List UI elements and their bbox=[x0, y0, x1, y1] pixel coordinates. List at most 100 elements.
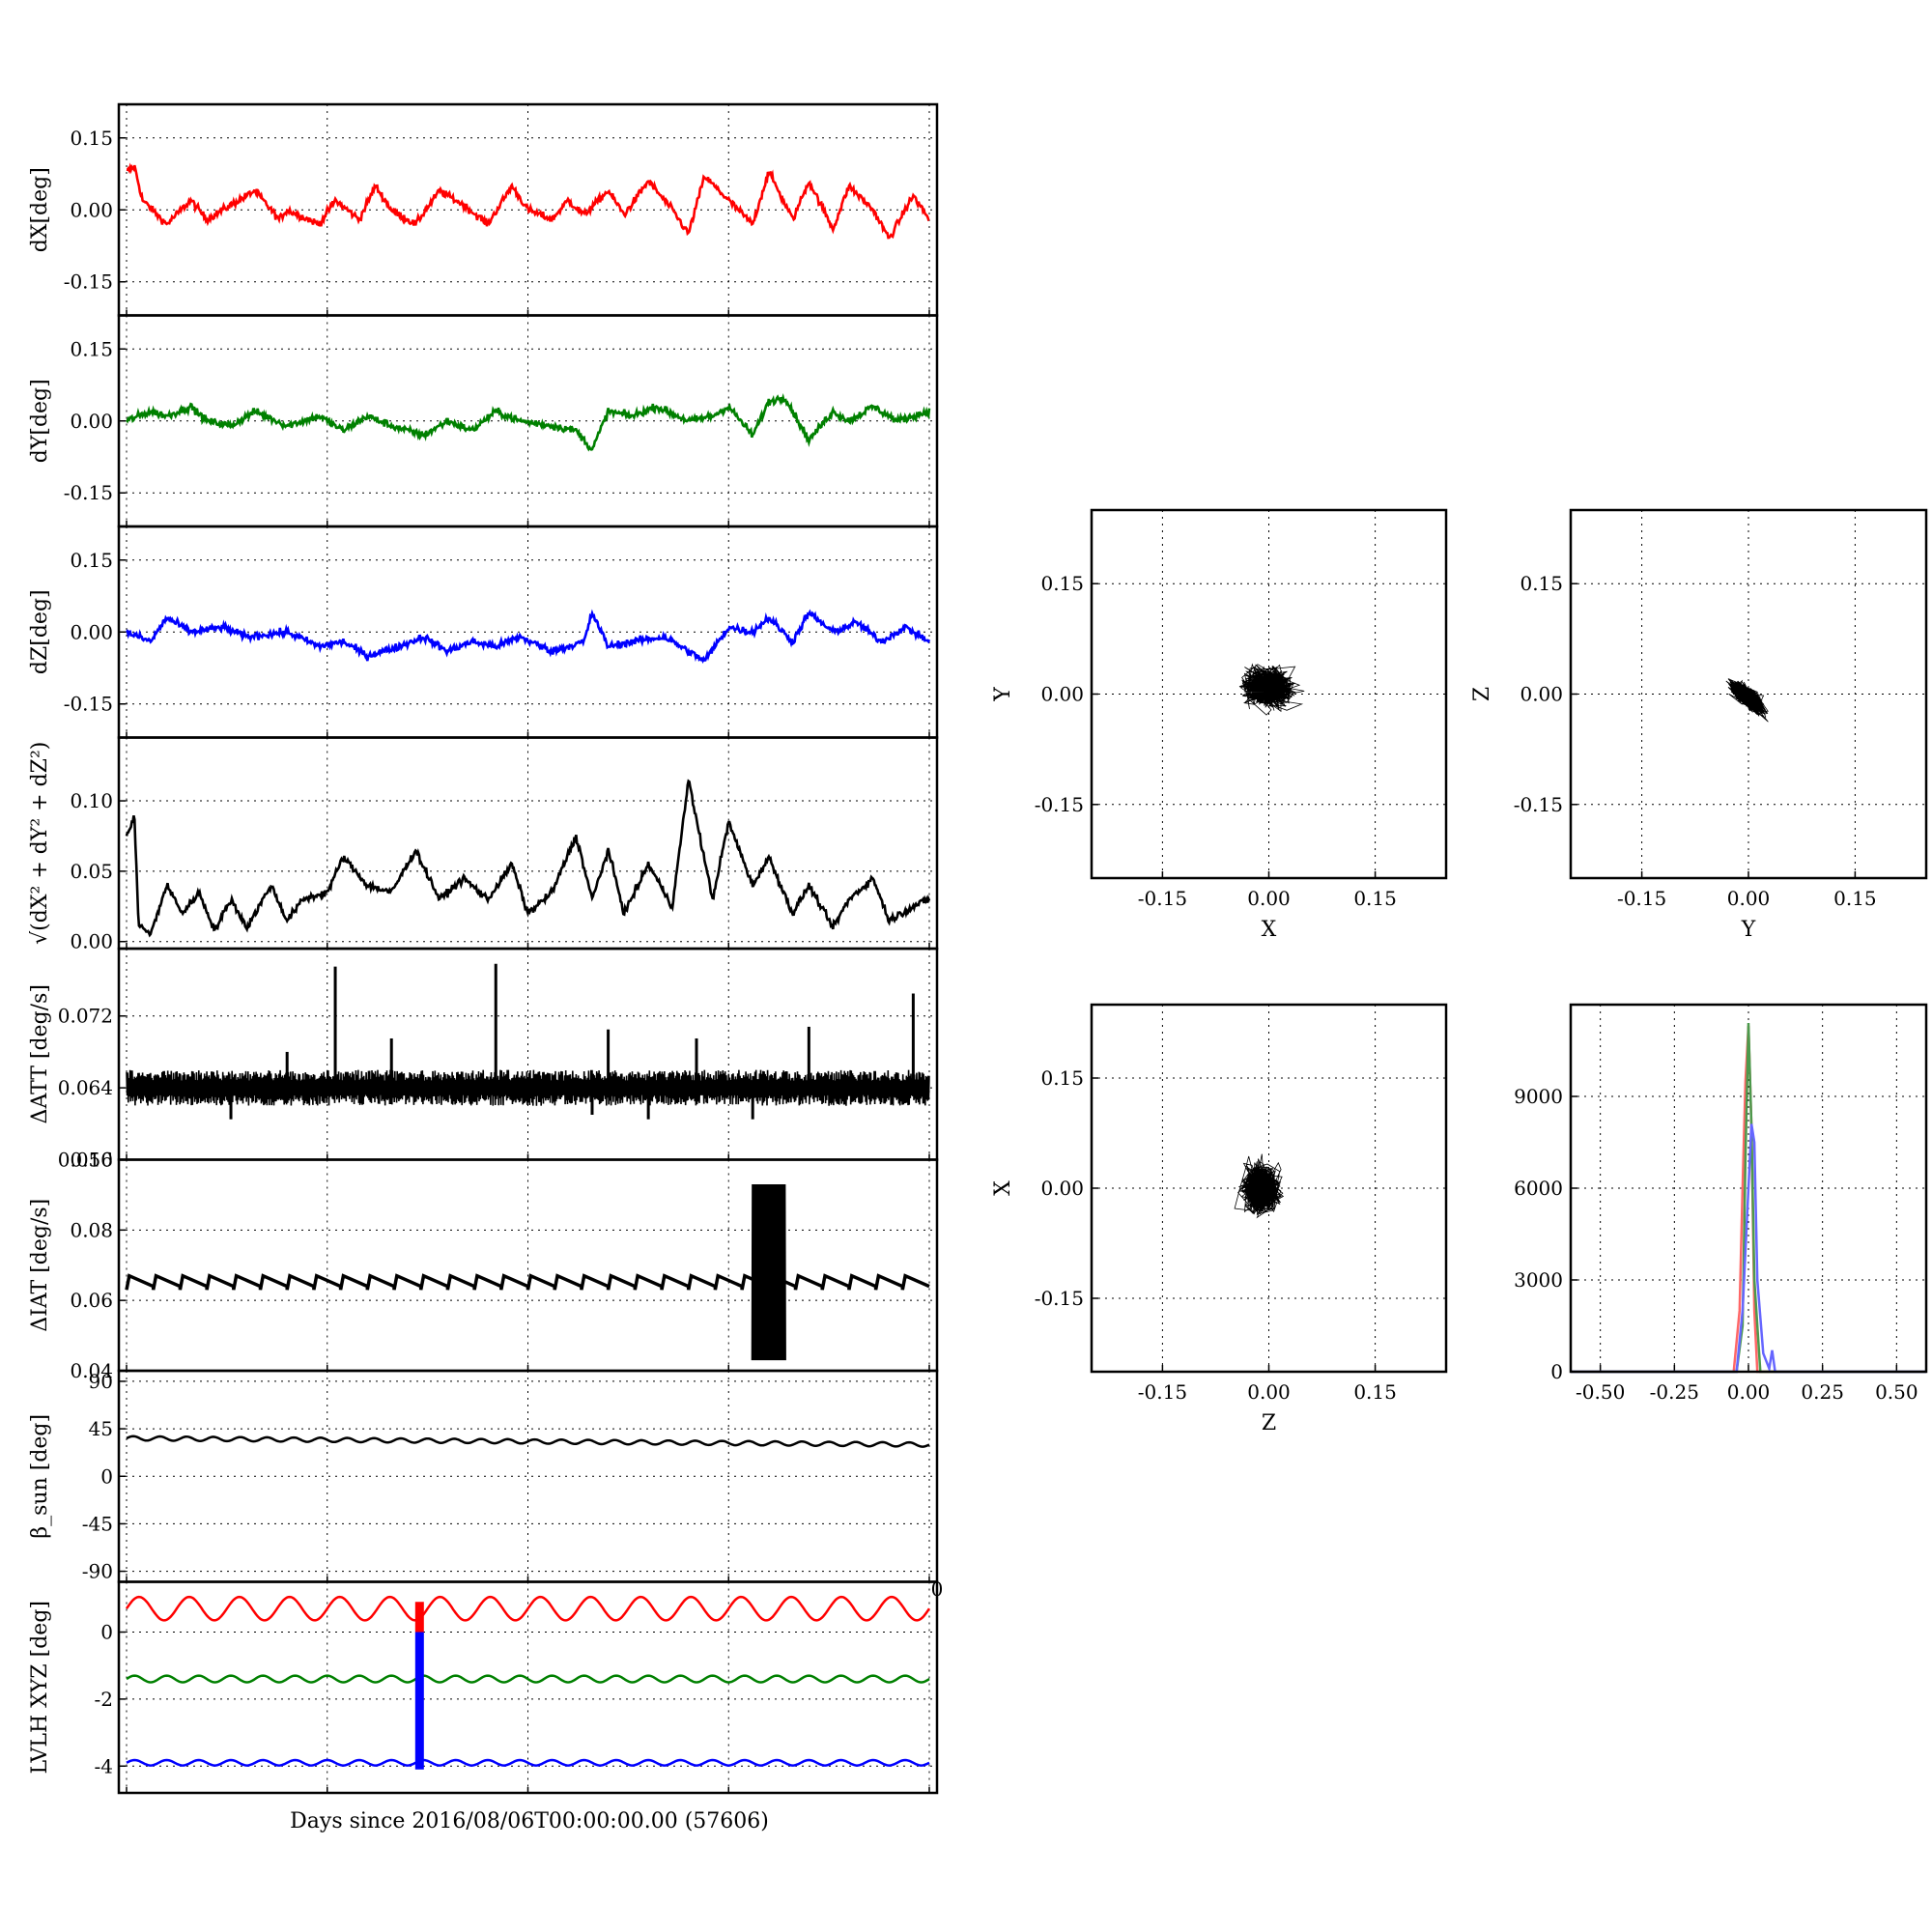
y-tick-label: 3000 bbox=[1514, 1268, 1563, 1292]
y-tick-label: -4 bbox=[95, 1754, 113, 1777]
x-axis-label: Y bbox=[1741, 918, 1756, 942]
y-axis-label: Y bbox=[991, 687, 1015, 702]
series-line-dY bbox=[125, 393, 931, 452]
x-tick-label: -0.25 bbox=[1650, 1380, 1699, 1404]
panel-beta: 90 45 0 -45 -90 β_sun [deg] bbox=[28, 1369, 939, 1583]
x-tick-label: -0.15 bbox=[1138, 1380, 1187, 1404]
y-tick-label: 0.15 bbox=[1040, 572, 1084, 595]
time-series-column: 0.15 0.00 -0.15 dX[deg] 0.15 0.00 -0.15 dY[deg]… bbox=[28, 102, 939, 1795]
y-axis-label: dX[deg] bbox=[28, 167, 52, 252]
series-line-dZ bbox=[126, 609, 931, 665]
series-line-dX bbox=[126, 162, 930, 240]
y-tick-label: 0.056 bbox=[58, 1149, 113, 1172]
x-tick-label: 0.15 bbox=[1353, 887, 1397, 910]
y-axis-label: Z bbox=[1470, 687, 1494, 701]
panel-frame bbox=[1569, 508, 1928, 880]
y-tick-label: -0.15 bbox=[1035, 1287, 1084, 1310]
shared-x-axis-label: Days since 2016/08/06T00:00:00.00 (57606… bbox=[290, 1809, 769, 1833]
x-tick-label: -0.15 bbox=[1138, 887, 1187, 910]
series-line-lvlh-1 bbox=[126, 1674, 930, 1684]
x-tick-label: 0.25 bbox=[1801, 1380, 1844, 1404]
y-tick-label: -0.15 bbox=[1035, 793, 1084, 816]
panel-yz: -0.15 0.00 0.15 0.15 0.00 -0.15 Y Z bbox=[1470, 508, 1928, 942]
y-tick-label: 0.00 bbox=[1040, 1177, 1084, 1200]
x-axis-label: X bbox=[1262, 918, 1277, 942]
panel-dATT: 0.072 0.064 0.056 ΔATT [deg/s] bbox=[28, 947, 939, 1172]
panel-xy: -0.15 0.00 0.15 0.15 0.00 -0.15 X Y bbox=[991, 508, 1448, 942]
series-line-datt bbox=[126, 1069, 930, 1106]
scatter-points-zx bbox=[1234, 1153, 1285, 1219]
y-tick-label: 0.00 bbox=[70, 410, 113, 433]
y-tick-label: 0.00 bbox=[70, 198, 113, 221]
panel-dR: 0.10 0.05 0.00 √(dX² + dY² + dZ²) bbox=[28, 736, 939, 953]
y-tick-label: -0.15 bbox=[64, 693, 113, 716]
y-tick-label: 0.04 bbox=[70, 1359, 113, 1382]
scatter-points-yz bbox=[1725, 678, 1769, 723]
stray-tick-label: 0 bbox=[931, 1577, 944, 1601]
y-tick-label: 0.072 bbox=[58, 1005, 113, 1028]
x-tick-label: -0.15 bbox=[1617, 887, 1666, 910]
panel-frame bbox=[1569, 1003, 1928, 1374]
y-tick-label: 0.15 bbox=[70, 549, 113, 572]
series-line-diat bbox=[125, 1273, 930, 1291]
y-axis-label: dY[deg] bbox=[28, 379, 52, 463]
panel-dY: 0.15 0.00 -0.15 dY[deg] bbox=[28, 314, 939, 528]
hist-series-2 bbox=[1571, 1123, 1926, 1374]
y-tick-label: -45 bbox=[82, 1512, 113, 1535]
series-line-lvlh-2 bbox=[126, 1758, 930, 1767]
panel-lvlh: 0 -2 -4 LVLH XYZ [deg] bbox=[28, 1580, 939, 1795]
y-tick-label: -0.15 bbox=[64, 481, 113, 504]
y-tick-label: 0 bbox=[1550, 1360, 1563, 1383]
y-tick-label: 0.06 bbox=[70, 1289, 113, 1312]
y-tick-label: 9000 bbox=[1514, 1085, 1563, 1108]
y-axis-label: β_sun [deg] bbox=[28, 1414, 52, 1539]
y-axis-label: LVLH XYZ [deg] bbox=[28, 1601, 52, 1775]
scatter-hist-grid: -0.15 0.00 0.15 0.15 0.00 -0.15 X Y -0.15 0.00 0.1… bbox=[991, 508, 1928, 1435]
series-line-dR bbox=[125, 779, 931, 938]
y-tick-label: 0.15 bbox=[70, 337, 113, 360]
x-tick-label: 0.00 bbox=[1247, 1380, 1291, 1404]
x-tick-label: 0.50 bbox=[1875, 1380, 1918, 1404]
panel-frame bbox=[1090, 1003, 1448, 1374]
scatter-points-xy bbox=[1238, 663, 1305, 716]
x-tick-label: 0.15 bbox=[1833, 887, 1877, 910]
x-tick-label: -0.50 bbox=[1576, 1380, 1625, 1404]
y-axis-label: dZ[deg] bbox=[28, 589, 52, 674]
y-tick-label: 0.064 bbox=[58, 1076, 113, 1099]
y-tick-label: -2 bbox=[95, 1688, 113, 1711]
x-axis-label: Z bbox=[1262, 1411, 1276, 1435]
panel-frame bbox=[117, 947, 939, 1161]
y-tick-label: -0.15 bbox=[1514, 793, 1563, 816]
panel-dIAT: 0.10 0.08 0.06 0.04 ΔIAT [deg/s] bbox=[28, 1149, 939, 1382]
y-tick-label: 6000 bbox=[1514, 1177, 1563, 1200]
panel-zx: -0.15 0.00 0.15 0.15 0.00 -0.15 Z X bbox=[991, 1003, 1448, 1435]
y-tick-label: 0.00 bbox=[1520, 683, 1563, 706]
burst-mark bbox=[751, 1183, 786, 1361]
y-tick-label: 90 bbox=[89, 1370, 113, 1393]
y-tick-label: 0 bbox=[100, 1464, 113, 1488]
x-tick-label: 0.00 bbox=[1727, 887, 1771, 910]
series-line-lvlh-0 bbox=[125, 1595, 931, 1622]
panel-frame bbox=[117, 1580, 939, 1795]
panel-dZ: 0.15 0.00 -0.15 dZ[deg] bbox=[28, 525, 939, 739]
y-tick-label: -90 bbox=[82, 1560, 113, 1583]
panel-hist: -0.50 -0.25 0.00 0.25 0.50 9000 6000 3000 0 bbox=[1514, 1003, 1928, 1404]
y-tick-label: 0.10 bbox=[70, 789, 113, 812]
y-tick-label: 0.10 bbox=[70, 1149, 113, 1172]
x-tick-label: 0.00 bbox=[1727, 1380, 1771, 1404]
y-axis-label: ΔIAT [deg/s] bbox=[28, 1199, 52, 1332]
y-axis-label: √(dX² + dY² + dZ²) bbox=[28, 742, 52, 945]
y-tick-label: 0.00 bbox=[1040, 683, 1084, 706]
y-tick-label: 0.15 bbox=[70, 127, 113, 150]
y-tick-label: 0.05 bbox=[70, 860, 113, 883]
x-tick-label: 0.15 bbox=[1353, 1380, 1397, 1404]
y-tick-label: 0.15 bbox=[1040, 1066, 1084, 1090]
panel-dX: 0.15 0.00 -0.15 dX[deg] bbox=[28, 102, 939, 317]
series-line-beta bbox=[126, 1435, 930, 1448]
x-tick-label: 0.00 bbox=[1247, 887, 1291, 910]
y-tick-label: 0.00 bbox=[70, 930, 113, 953]
y-tick-label: -0.15 bbox=[64, 270, 113, 294]
y-tick-label: 0.08 bbox=[70, 1218, 113, 1241]
y-axis-label: ΔATT [deg/s] bbox=[28, 984, 52, 1123]
panel-frame bbox=[1090, 508, 1448, 880]
